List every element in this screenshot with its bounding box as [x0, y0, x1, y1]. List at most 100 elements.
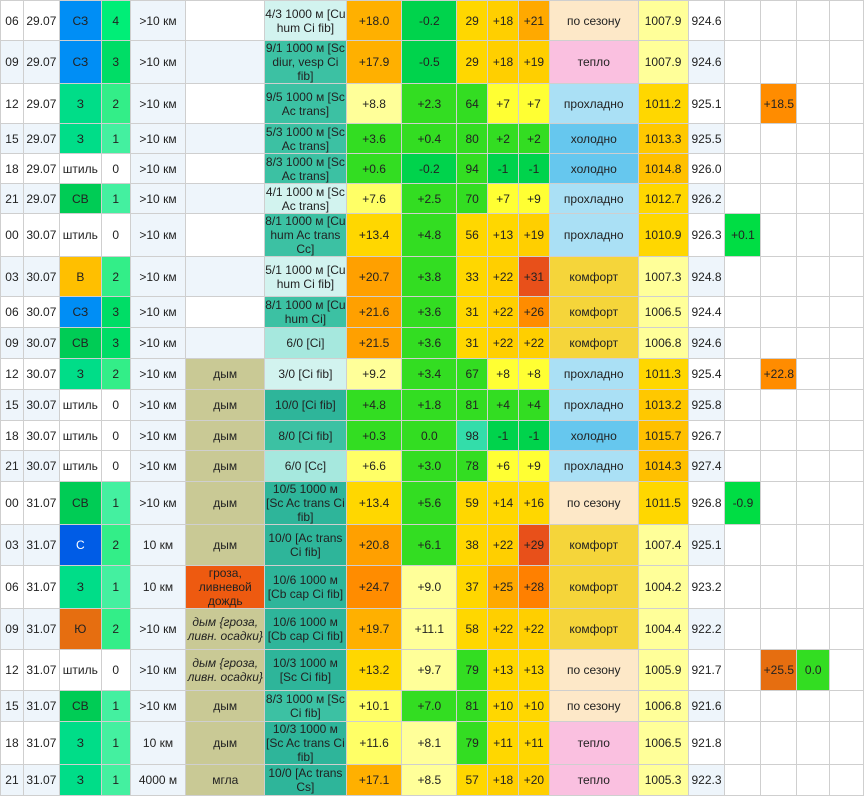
present-weather-cell: дым {гроза, ливн. осадки}	[185, 649, 266, 691]
station-pressure-cell: 925.4	[687, 358, 726, 390]
table-row: 12 31.07 штиль 0 >10 км дым {гроза, ливн. оса…	[0, 649, 864, 691]
extra-value-3-cell	[796, 420, 831, 451]
table-row: 00 30.07 штиль 0 >10 км 8/1 1000 м [Cu hum Ac…	[0, 213, 864, 257]
extra-value-1-cell	[724, 608, 762, 650]
blank-cell	[829, 420, 864, 451]
humidity-cell: 78	[456, 450, 489, 482]
feels-like-cell: +22	[487, 608, 519, 650]
extra-value-2-cell	[760, 183, 798, 214]
comfort-cell: прохладно	[548, 183, 639, 214]
cloud-cover-cell: 10/0 [Ci fib]	[264, 389, 347, 421]
blank-cell	[829, 358, 864, 390]
extra-value-3-cell	[796, 296, 831, 328]
wind-speed-cell: 3	[100, 40, 131, 84]
cloud-cover-cell: 10/3 1000 м [Sc Ac trans Ci fib]	[264, 721, 347, 765]
extra-value-2-cell	[760, 327, 798, 359]
dew-point-cell: +8.1	[401, 721, 458, 765]
cloud-cover-cell: 10/0 [Ac trans Cs]	[264, 764, 347, 796]
hour-cell: 21	[0, 450, 24, 482]
visibility-cell: >10 км	[129, 649, 187, 691]
station-pressure-cell: 923.2	[687, 565, 726, 609]
cloud-cover-cell: 6/0 [Ci]	[264, 327, 347, 359]
feels-like-cell: +2	[487, 123, 519, 154]
visibility-cell: >10 км	[129, 83, 187, 124]
extra-value-2-cell	[760, 256, 798, 297]
extra-value-1-cell	[724, 83, 762, 124]
feels-like-cell: +18	[487, 0, 519, 41]
extra-value-1-cell	[724, 40, 762, 84]
sea-level-pressure-cell: 1006.8	[637, 690, 689, 722]
table-row: 21 29.07 СВ 1 >10 км 4/1 1000 м [Sc Ac trans]…	[0, 183, 864, 214]
table-row: 18 31.07 З 1 10 км дым 10/3 1000 м [Sc Ac tran…	[0, 721, 864, 765]
present-weather-cell	[185, 213, 266, 257]
dew-point-cell: +3.4	[401, 358, 458, 390]
blank-cell	[829, 213, 864, 257]
visibility-cell: >10 км	[129, 608, 187, 650]
dew-point-cell: +2.5	[401, 183, 458, 214]
visibility-cell: 10 км	[129, 524, 187, 566]
extra-value-2-cell: +18.5	[760, 83, 798, 124]
visibility-cell: >10 км	[129, 153, 187, 184]
date-cell: 30.07	[22, 420, 60, 451]
feels-like-cell: +11	[487, 721, 519, 765]
visibility-cell: >10 км	[129, 40, 187, 84]
table-row: 03 30.07 В 2 >10 км 5/1 1000 м [Cu hum Ci fib…	[0, 256, 864, 297]
temperature-cell: +0.6	[345, 153, 403, 184]
date-cell: 31.07	[22, 524, 60, 566]
feels-like-cell: +14	[487, 481, 519, 525]
wind-speed-cell: 0	[100, 153, 131, 184]
sea-level-pressure-cell: 1012.7	[637, 183, 689, 214]
cloud-cover-cell: 5/1 1000 м [Cu hum Ci fib]	[264, 256, 347, 297]
present-weather-cell: дым	[185, 690, 266, 722]
date-cell: 31.07	[22, 481, 60, 525]
cloud-cover-cell: 9/5 1000 м [Sc Ac trans]	[264, 83, 347, 124]
hour-cell: 06	[0, 565, 24, 609]
present-weather-cell: дым	[185, 389, 266, 421]
present-weather-cell	[185, 40, 266, 84]
humidity-cell: 37	[456, 565, 489, 609]
cloud-cover-cell: 8/1 1000 м [Cu hum Ac trans Cc]	[264, 213, 347, 257]
wind-direction-cell: З	[58, 83, 102, 124]
comfort-cell: тепло	[548, 764, 639, 796]
blank-cell	[829, 0, 864, 41]
blank-cell	[829, 296, 864, 328]
station-pressure-cell: 921.8	[687, 721, 726, 765]
station-pressure-cell: 924.6	[687, 327, 726, 359]
hour-cell: 03	[0, 256, 24, 297]
extra-value-3-cell	[796, 690, 831, 722]
extra-value-1-cell	[724, 358, 762, 390]
cloud-cover-cell: 6/0 [Cc]	[264, 450, 347, 482]
feels-like-cell: -1	[487, 420, 519, 451]
feels-like-cell: +22	[487, 256, 519, 297]
extra-value-2-cell	[760, 0, 798, 41]
table-row: 15 29.07 З 1 >10 км 5/3 1000 м [Sc Ac trans] +…	[0, 123, 864, 154]
comfort-cell: комфорт	[548, 327, 639, 359]
visibility-cell: >10 км	[129, 183, 187, 214]
extra-value-3-cell	[796, 40, 831, 84]
feels-like-cell: +13	[487, 213, 519, 257]
hour-cell: 15	[0, 389, 24, 421]
table-row: 09 30.07 СВ 3 >10 км 6/0 [Ci] +21.5 +3.6 31 +22 +2…	[0, 327, 864, 359]
hour-cell: 12	[0, 649, 24, 691]
wind-speed-cell: 2	[100, 358, 131, 390]
dew-point-cell: +7.0	[401, 690, 458, 722]
present-weather-cell	[185, 123, 266, 154]
table-row: 00 31.07 СВ 1 >10 км дым 10/5 1000 м [Sc Ac tr…	[0, 481, 864, 525]
extra-value-1-cell	[724, 389, 762, 421]
temperature-cell: +24.7	[345, 565, 403, 609]
wind-speed-cell: 2	[100, 83, 131, 124]
wind-direction-cell: З	[58, 565, 102, 609]
temperature-cell: +20.8	[345, 524, 403, 566]
wind-speed-cell: 0	[100, 649, 131, 691]
humidity-cell: 29	[456, 0, 489, 41]
cloud-cover-cell: 8/3 1000 м [Sc Ac trans]	[264, 153, 347, 184]
comfort-cell: холодно	[548, 123, 639, 154]
extra-value-2-cell	[760, 481, 798, 525]
dew-point-cell: +3.6	[401, 296, 458, 328]
wind-speed-cell: 2	[100, 524, 131, 566]
temperature-cell: +11.6	[345, 721, 403, 765]
sea-level-pressure-cell: 1011.2	[637, 83, 689, 124]
extra-value-2-cell: +22.8	[760, 358, 798, 390]
station-pressure-cell: 924.8	[687, 256, 726, 297]
date-cell: 30.07	[22, 327, 60, 359]
